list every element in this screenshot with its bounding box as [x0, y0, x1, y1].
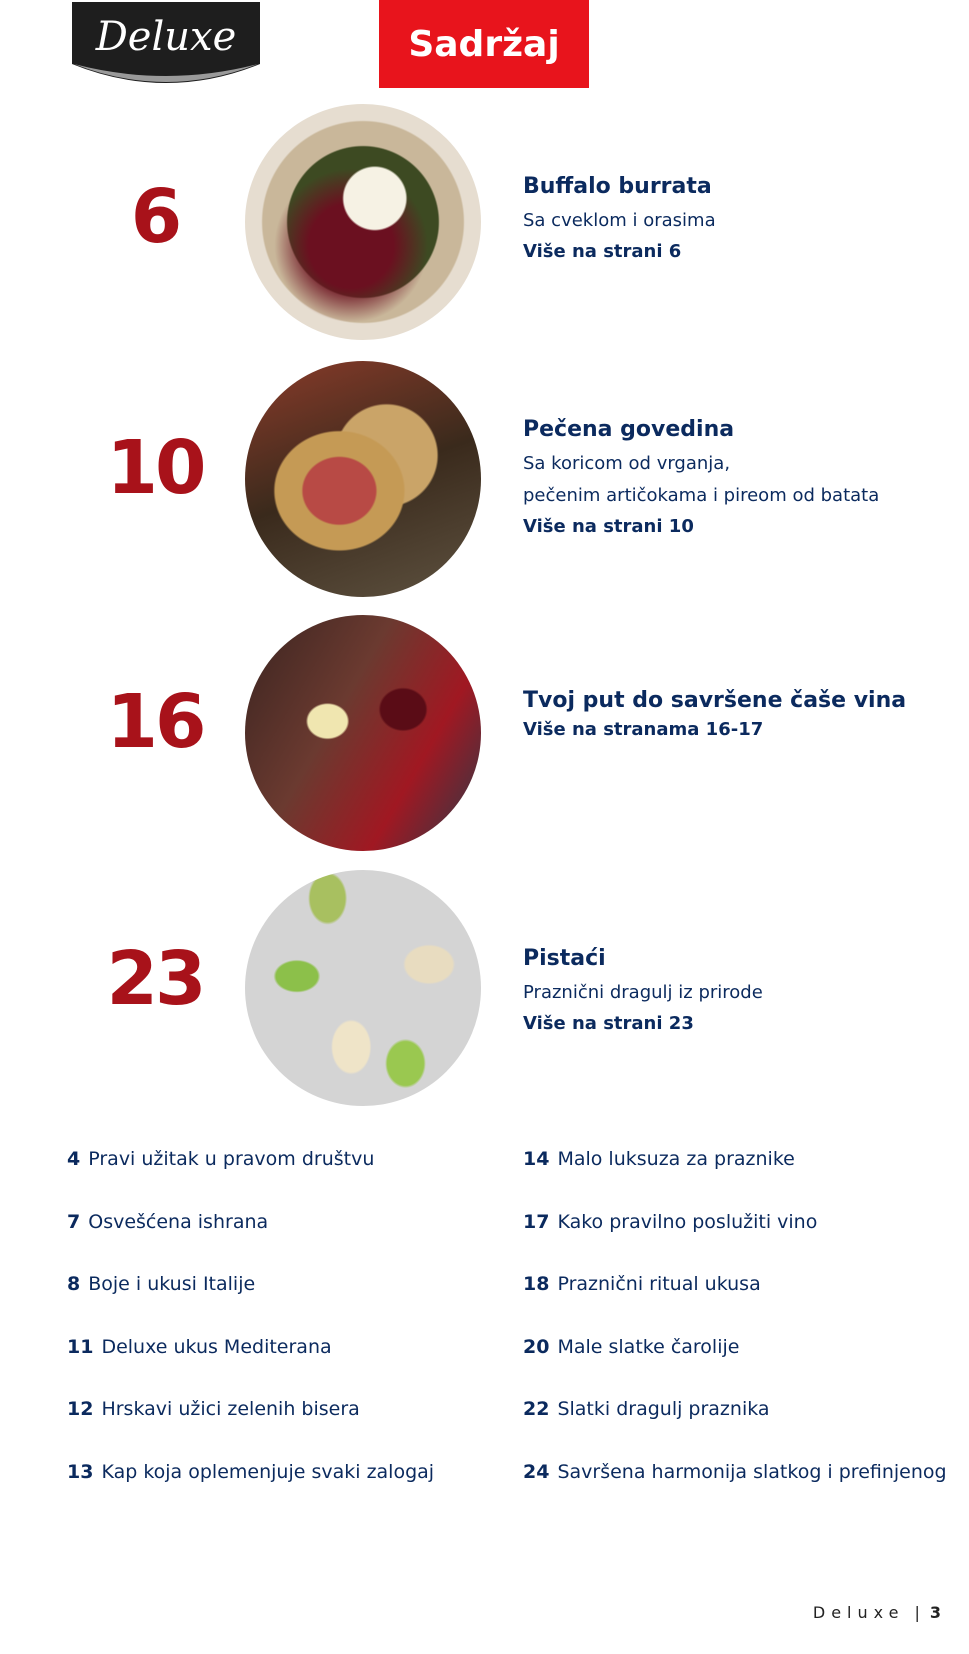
deluxe-logo: Deluxe	[70, 2, 262, 94]
feature-item[interactable]: 10 Pečena govedina Sa koricom od vrganja…	[0, 361, 969, 601]
page-footer: Deluxe | 3	[813, 1603, 941, 1622]
feature-title: Pistaći	[523, 946, 606, 971]
toc-item[interactable]: 20 Male slatke čarolije	[523, 1336, 739, 1358]
toc-title: Savršena harmonija slatkog i prefinjenog	[557, 1460, 947, 1483]
pistachios-image	[245, 870, 481, 1106]
toc-title: Malo luksuza za praznike	[557, 1148, 795, 1170]
toc-page-number: 8	[67, 1273, 81, 1295]
page-number: 3	[929, 1603, 941, 1622]
toc-item[interactable]: 7 Osvešćena ishrana	[67, 1211, 268, 1233]
toc-item[interactable]: 11 Deluxe ukus Mediterana	[67, 1336, 332, 1358]
feature-title: Tvoj put do savršene čaše vina	[523, 688, 907, 713]
toc-item[interactable]: 8 Boje i ukusi Italije	[67, 1273, 255, 1295]
roast-beef-image	[245, 361, 481, 597]
feature-more-link[interactable]: Više na strani 10	[523, 516, 694, 537]
toc-page-number: 20	[523, 1335, 550, 1358]
toc-page-number: 17	[523, 1210, 550, 1233]
feature-page-number: 6	[130, 174, 183, 260]
feature-title: Pečena govedina	[523, 417, 735, 442]
toc-page-number: 22	[523, 1398, 550, 1420]
toc-item[interactable]: 13 Kap koja oplemenjuje svaki zalogaj	[67, 1461, 434, 1483]
toc-title: Boje i ukusi Italije	[88, 1273, 256, 1295]
feature-subtitle: Sa koricom od vrganja,	[523, 453, 731, 474]
toc-item[interactable]: 17 Kako pravilno poslužiti vino	[523, 1211, 817, 1233]
toc-item[interactable]: 4 Pravi užitak u pravom društvu	[67, 1148, 374, 1170]
toc-title: Kako pravilno poslužiti vino	[557, 1210, 818, 1233]
toc-title: Male slatke čarolije	[557, 1335, 740, 1358]
toc-title: Slatki dragulj praznika	[557, 1398, 770, 1420]
feature-page-number: 16	[106, 679, 207, 765]
page-title: Sadržaj	[379, 0, 589, 88]
feature-subtitle: Praznični dragulj iz prirode	[523, 982, 763, 1003]
toc-title: Kap koja oplemenjuje svaki zalogaj	[101, 1460, 435, 1483]
toc-page-number: 13	[67, 1460, 94, 1483]
footer-divider: |	[914, 1603, 920, 1622]
toc-title: Hrskavi užici zelenih bisera	[101, 1398, 360, 1420]
toc-item[interactable]: 18 Praznični ritual ukusa	[523, 1273, 761, 1295]
feature-page-number: 10	[106, 425, 207, 511]
toc-page-number: 12	[67, 1398, 94, 1420]
toc-page-number: 18	[523, 1273, 550, 1295]
toc-title: Pravi užitak u pravom društvu	[88, 1148, 375, 1170]
feature-more-link[interactable]: Više na stranama 16-17	[523, 719, 764, 740]
toc-page-number: 24	[523, 1460, 550, 1483]
feature-item[interactable]: 16 Tvoj put do savršene čaše vina Više n…	[0, 615, 969, 855]
toc-item[interactable]: 12 Hrskavi užici zelenih bisera	[67, 1398, 360, 1420]
feature-page-number: 23	[106, 936, 207, 1022]
feature-title: Buffalo burrata	[523, 174, 712, 199]
toc-page-number: 4	[67, 1148, 81, 1170]
burrata-image	[245, 104, 481, 340]
toc-page-number: 7	[67, 1210, 81, 1233]
toc-title: Deluxe ukus Mediterana	[101, 1335, 332, 1358]
toc-page-number: 14	[523, 1148, 550, 1170]
toc-page-number: 11	[67, 1335, 94, 1358]
footer-brand: Deluxe	[812, 1603, 905, 1622]
toc-item[interactable]: 24 Savršena harmonija slatkog i prefinjen…	[523, 1461, 947, 1483]
toc-title: Praznični ritual ukusa	[557, 1273, 761, 1295]
svg-text:Deluxe: Deluxe	[95, 14, 237, 60]
toc-item[interactable]: 14 Malo luksuza za praznike	[523, 1148, 795, 1170]
feature-more-link[interactable]: Više na strani 6	[523, 241, 682, 262]
feature-subtitle: Sa cveklom i orasima	[523, 210, 716, 231]
wine-glasses-image	[245, 615, 481, 851]
toc-item[interactable]: 22 Slatki dragulj praznika	[523, 1398, 770, 1420]
toc-title: Osvešćena ishrana	[88, 1210, 269, 1233]
feature-subtitle: pečenim artičokama i pireom od batata	[523, 485, 880, 506]
feature-item[interactable]: 6 Buffalo burrata Sa cveklom i orasima V…	[0, 104, 969, 344]
feature-item[interactable]: 23 Pistaći Praznični dragulj iz prirode …	[0, 870, 969, 1110]
feature-more-link[interactable]: Više na strani 23	[523, 1013, 694, 1034]
